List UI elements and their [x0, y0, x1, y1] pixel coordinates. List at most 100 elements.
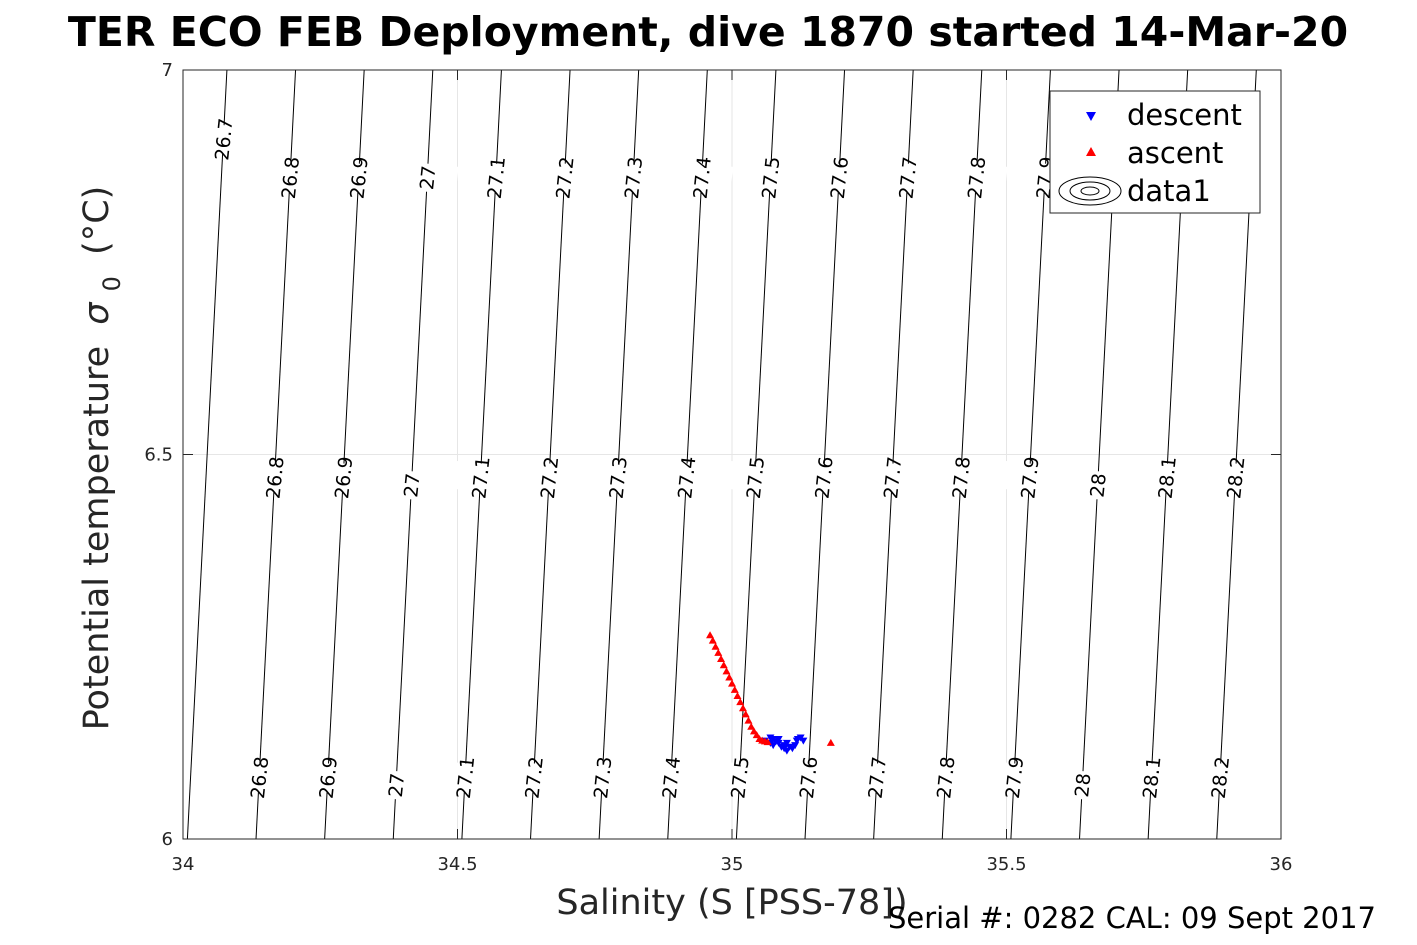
legend-data1-contour-icon: [1058, 176, 1122, 206]
contour-label-bg: [655, 460, 718, 495]
contour-label: 26.8: [247, 755, 273, 799]
ascent-point: [711, 642, 720, 650]
contour-line-26-8: [255, 70, 297, 839]
ascent-point: [728, 679, 736, 687]
y-axis-label-subscript: 0: [98, 276, 126, 291]
contour-label-bg: [502, 760, 565, 795]
legend-data1-label: data1: [1127, 174, 1211, 208]
y-axis-label-sigma: σ: [77, 301, 117, 325]
contour-label: 26.9: [331, 455, 357, 499]
ascent-point: [708, 636, 717, 644]
contour-label-bg: [998, 460, 1061, 495]
data-series: [706, 631, 835, 755]
contour-line-28-3: [1285, 70, 1325, 839]
y-axis-label: Potential temperature σ 0 (°C): [77, 186, 129, 731]
contour-line-26-7: [186, 70, 228, 839]
contour-label: 27.7: [865, 755, 891, 799]
contour-label: 27.6: [827, 156, 853, 200]
contour-label-bg: [1135, 460, 1199, 495]
descent-point: [792, 737, 801, 745]
contour-label: 27.8: [964, 156, 990, 200]
x-tick-label: 34.5: [437, 854, 477, 875]
descent-point: [774, 739, 783, 747]
contour-label: 27.6: [811, 455, 837, 499]
y-tick-label: 7: [162, 60, 173, 81]
contour-label: 27.5: [758, 156, 784, 200]
descent-point: [774, 736, 783, 744]
contour-line-27-1: [461, 70, 502, 839]
contour-label: 28.1: [1139, 755, 1165, 799]
contour-label: 26.8: [278, 156, 304, 200]
contour-label: 28.2: [1223, 455, 1249, 499]
contour-label: 27.1: [468, 455, 494, 499]
contour-line-27: [392, 70, 434, 839]
y-axis-label-text: Potential temperature: [77, 346, 117, 730]
descent-point: [780, 742, 789, 750]
ascent-point: [826, 738, 835, 746]
contour-line-27-7: [873, 70, 914, 839]
contour-label: 27.7: [880, 455, 906, 499]
contour-line-27-3: [598, 70, 640, 839]
legend-ascent-marker: [1086, 147, 1096, 156]
x-axis-label: Salinity (S [PSS-78]): [556, 883, 907, 923]
contour-label: 27: [400, 472, 424, 498]
contour-label-bg: [1120, 760, 1183, 795]
contour-label-bg: [670, 160, 734, 195]
contour-label: 27.4: [674, 455, 700, 499]
contour-label-bg: [982, 760, 1046, 795]
contour-label-bg: [807, 160, 871, 195]
contour-label: 27.8: [933, 755, 959, 799]
contour-label-bg: [586, 460, 650, 495]
contour-label-bg: [395, 160, 459, 195]
ascent-point: [722, 667, 731, 675]
contour-label: 27.2: [537, 455, 563, 499]
ascent-point: [763, 738, 772, 746]
contour-label-bg: [464, 160, 528, 195]
y-axis-label-group: Potential temperature σ 0 (°C): [77, 186, 129, 731]
contour-label: 27.5: [727, 755, 753, 799]
contour-line-26-9: [324, 70, 365, 839]
x-tick-label: 34: [172, 854, 195, 875]
ascent-point: [725, 673, 734, 681]
legend-descent-marker: [1086, 112, 1096, 121]
ascent-point: [733, 691, 742, 699]
contour-label: 28.2: [1208, 755, 1234, 799]
contour-label-bg: [708, 760, 771, 795]
contour-label-bg: [311, 460, 375, 495]
contour-label-bg: [380, 468, 443, 503]
contour-label: 27.3: [621, 156, 647, 200]
contour-label: 27.1: [484, 156, 510, 200]
contour-label-bg: [914, 760, 977, 795]
chart-title: TER ECO FEB Deployment, dive 1870 starte…: [68, 8, 1348, 56]
ascent-point: [736, 698, 745, 706]
ascent-point: [719, 661, 728, 669]
y-axis-label-unit: (°C): [77, 186, 117, 255]
contour-label-bg: [364, 768, 428, 803]
contour-label: 26.8: [262, 455, 288, 499]
contour-label-bg: [243, 460, 306, 495]
contour-label: 27.5: [743, 455, 769, 499]
contour-label-bg: [639, 760, 703, 795]
contour-label-bg: [860, 460, 924, 495]
contour-label: 27.1: [453, 755, 479, 799]
contour-label-bg: [449, 460, 512, 495]
x-tick-label: 35: [721, 854, 744, 875]
ascent-point: [738, 704, 747, 712]
y-tick-label: 6.5: [144, 445, 173, 466]
contour-label: 27.9: [1017, 455, 1043, 499]
contour-label-bg: [327, 160, 390, 195]
x-axis-ticks: 34 34.5 35 35.5 36: [172, 70, 1292, 875]
ascent-point: [744, 716, 753, 724]
contour-label: 27.6: [796, 755, 822, 799]
contour-label: 27.4: [690, 156, 716, 200]
contour-label-bg: [739, 160, 802, 195]
contour-label: 27.7: [895, 156, 921, 200]
contour-label-bg: [571, 760, 634, 795]
contour-label: 27.3: [590, 755, 616, 799]
ascent-point: [747, 722, 756, 730]
contour-line-27-4: [667, 70, 708, 839]
contour-labels: 26.7 26.8 26.8 26.8 26.9 26.9 26.9 27 27 27 27.1 27…: [192, 117, 1283, 803]
contour-label: 28.1: [1155, 455, 1181, 499]
ascent-point: [717, 655, 726, 663]
contour-label-bg: [296, 760, 360, 795]
